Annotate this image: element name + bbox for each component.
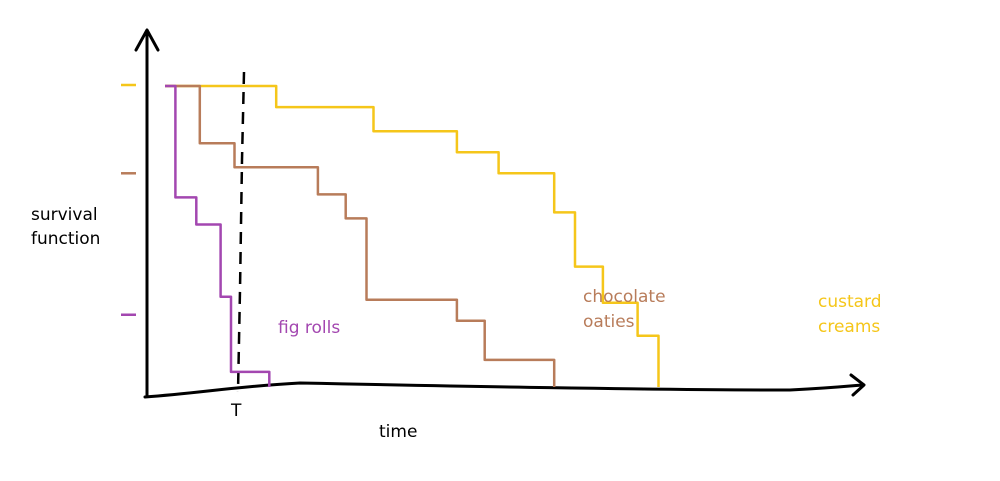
series-layer bbox=[165, 84, 660, 387]
series-line-fig-rolls bbox=[165, 84, 271, 387]
series-label-custard-creams-line1: custard bbox=[818, 292, 882, 312]
t-marker-line bbox=[236, 71, 246, 393]
x-axis-arrowhead bbox=[849, 373, 866, 397]
t-marker-label: T bbox=[230, 401, 242, 421]
y-axis-label-line2: function bbox=[31, 229, 100, 249]
series-line-chocolate-oaties bbox=[165, 84, 556, 387]
y-tick-layer bbox=[121, 83, 136, 317]
series-label-custard-creams-line2: creams bbox=[818, 317, 880, 337]
series-label-chocolate-oaties-line1: chocolate bbox=[583, 287, 666, 307]
y-axis-label-line1: survival bbox=[31, 205, 98, 225]
x-axis-label: time bbox=[379, 422, 417, 442]
y-axis-arrowhead bbox=[134, 28, 160, 52]
x-axis-line bbox=[143, 381, 864, 399]
series-line-custard-creams bbox=[165, 84, 660, 387]
series-label-fig-rolls: fig rolls bbox=[278, 318, 340, 338]
series-label-chocolate-oaties-line2: oaties bbox=[583, 312, 635, 332]
